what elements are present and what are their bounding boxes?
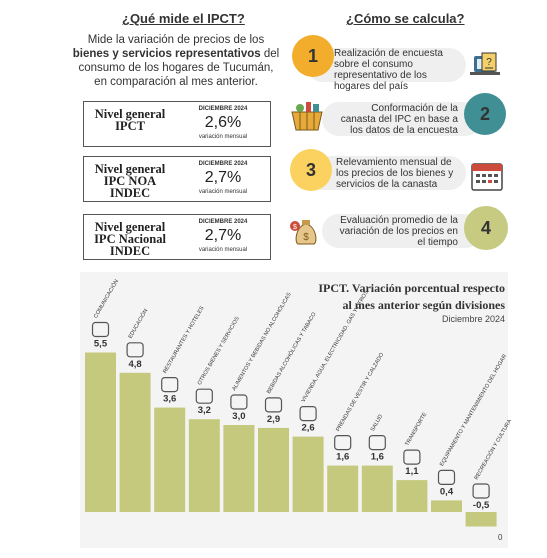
step-3-pill: Relevamiento mensual de los precios de l…	[306, 156, 466, 190]
bar-4	[188, 419, 220, 512]
value-label-10: 1,1	[405, 466, 419, 477]
value-label-9: 1,6	[371, 452, 384, 463]
calendar-icon	[471, 163, 503, 191]
shopping-basket-icon	[291, 102, 323, 131]
card-date: DICIEMBRE 2024	[198, 219, 248, 225]
desc-line-4: en comparación al mes anterior.	[94, 76, 258, 88]
value-label-4: 3,2	[198, 405, 211, 416]
step-4-text: Evaluación promedio de la variación de l…	[339, 215, 458, 248]
desc-line-1: Mide la variación de precios de los	[87, 34, 265, 46]
food-icon	[230, 394, 248, 410]
bar-8	[327, 465, 359, 512]
hospital-icon	[368, 435, 386, 451]
step-1-number: 1	[292, 35, 334, 77]
value-label-7: 2,6	[301, 423, 314, 434]
step-4-number: 4	[464, 206, 508, 250]
card-ipct: Nivel general IPCT DICIEMBRE 2024 2,6% v…	[83, 101, 271, 147]
bar-3	[154, 407, 186, 512]
chart-subtitle: Diciembre 2024	[441, 314, 505, 324]
chart-title-line-1: IPCT. Variación porcentual respecto	[318, 281, 505, 295]
bar-7	[292, 436, 324, 512]
card-label: Nivel general IPCT	[94, 107, 166, 133]
card-ipc-noa: Nivel general IPC NOA INDEC DICIEMBRE 20…	[83, 156, 271, 202]
book-icon	[126, 342, 144, 358]
desc-line-2-tail: del	[260, 48, 280, 60]
survey-icon: ?	[470, 52, 500, 75]
value-label-2: 4,8	[128, 359, 141, 370]
chart-title: IPCT. Variación porcentual respecto al m…	[300, 280, 505, 314]
bar-12	[465, 512, 497, 527]
card-value: 2,6%	[204, 114, 242, 131]
svg-text:?: ?	[486, 57, 492, 68]
category-label-11: EQUIPAMIENTO Y MANTENIMIENTO DEL HOGAR	[439, 354, 508, 468]
value-label-12: -0,5	[473, 500, 490, 511]
step-2-number: 2	[464, 93, 506, 135]
dining-icon	[161, 377, 179, 393]
card-label: Nivel general IPC Nacional INDEC	[94, 220, 166, 258]
value-label-3: 3,6	[163, 394, 176, 405]
house-icon	[299, 406, 317, 422]
card-date: DICIEMBRE 2024	[198, 161, 248, 167]
misc-icon	[195, 388, 213, 404]
step-4-pill: Evaluación promedio de la variación de l…	[322, 214, 482, 248]
zero-axis-label: 0	[498, 533, 503, 542]
svg-text:$: $	[293, 224, 297, 231]
category-label-4: OTROS BIENES Y SERVICIOS	[197, 316, 241, 387]
chart-title-line-2: al mes anterior según divisiones	[342, 298, 505, 312]
step-2-text: Conformación de la canasta del IPC en ba…	[340, 103, 458, 136]
card-label: Nivel general IPC NOA INDEC	[94, 162, 166, 200]
category-label-1: COMUNICACIÓN	[92, 278, 120, 319]
bar-11	[431, 500, 462, 512]
appliance-icon	[437, 469, 456, 485]
category-label-10: TRANSPORTE	[404, 411, 428, 447]
desc-line-3: consumo de los hogares de Tucumán,	[78, 62, 274, 74]
clothes-icon	[334, 435, 352, 451]
step-3-number: 3	[290, 149, 332, 191]
bar-10	[396, 480, 428, 512]
desc-line-2: bienes y servicios representativos del	[70, 47, 282, 61]
bar-6	[258, 427, 289, 512]
value-label-6: 2,9	[267, 414, 280, 425]
card-ipc-nacional: Nivel general IPC Nacional INDEC DICIEMB…	[83, 214, 271, 260]
card-date: DICIEMBRE 2024	[198, 106, 248, 112]
drinks-icon	[264, 397, 283, 413]
bar-2	[119, 372, 151, 512]
step-1-text: Realización de encuesta sobre el consumo…	[334, 48, 443, 92]
right-heading: ¿Cómo se calcula?	[346, 11, 465, 26]
bar-5	[223, 425, 255, 512]
step-3-text: Relevamiento mensual de los precios de l…	[336, 157, 454, 190]
category-label-9: SALUD	[370, 414, 384, 433]
svg-text:$: $	[303, 232, 309, 243]
value-label-8: 1,6	[336, 452, 349, 463]
card-sub: variación mensual	[198, 134, 248, 140]
category-label-2: EDUCACIÓN	[127, 308, 150, 340]
category-label-3: RESTAURANTES Y HOTELES	[162, 305, 206, 374]
card-value: 2,7%	[204, 227, 242, 244]
card-value: 2,7%	[204, 169, 242, 186]
phone-icon	[91, 321, 110, 338]
category-label-12: RECREACIÓN Y CULTURA	[473, 418, 514, 481]
left-heading: ¿Qué mide el IPCT?	[122, 11, 245, 26]
value-label-5: 3,0	[232, 411, 245, 422]
value-label-1: 5,5	[94, 339, 108, 350]
desc-bold: bienes y servicios representativos	[72, 48, 261, 60]
camera-icon	[472, 483, 490, 499]
value-label-11: 0,4	[440, 486, 454, 497]
card-sub: variación mensual	[198, 189, 248, 195]
bar-1	[85, 352, 116, 512]
bar-9	[361, 465, 393, 512]
card-sub: variación mensual	[198, 247, 248, 253]
bus-icon	[403, 449, 421, 465]
category-label-5: ALIMENTOS Y BEBIDAS NO ALCOHÓLICAS	[231, 291, 293, 392]
money-bag-icon: $ $	[290, 220, 317, 245]
ipct-description: Mide la variación de precios de los bien…	[70, 33, 282, 89]
step-2-pill: Conformación de la canasta del IPC en ba…	[322, 102, 482, 136]
